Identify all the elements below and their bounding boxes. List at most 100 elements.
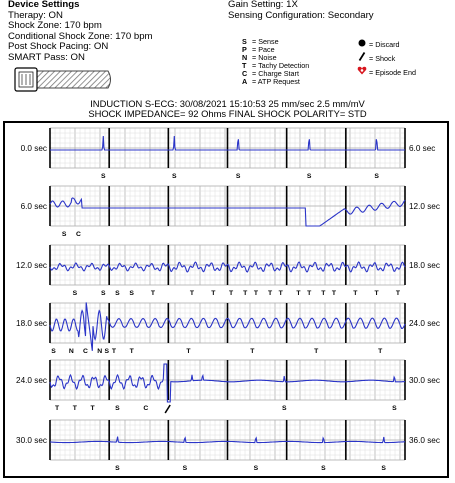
strip-start-time: 6.0 sec [21,202,47,211]
strip-start-time: 30.0 sec [16,436,47,445]
event-marker: T [250,348,255,355]
event-marker: T [243,290,248,297]
event-marker: T [190,290,195,297]
event-marker: T [353,290,358,297]
event-marker: T [321,290,326,297]
event-marker: S [73,290,78,297]
event-marker: C [76,231,81,238]
event-marker: N [69,348,74,355]
legend-item: = Discard [355,38,416,52]
strip-start-time: 12.0 sec [16,261,47,270]
event-marker: N [97,348,102,355]
strip-grid [49,359,406,401]
legend-item: S = Sense [242,37,279,46]
ecg-strip: 30.0 sec 36.0 sec S S S S S [16,419,440,472]
event-marker: S [321,465,326,472]
shock-icon [164,404,171,414]
strip-start-time: 0.0 sec [21,144,47,153]
event-marker: T [254,290,259,297]
event-marker: C [143,405,148,412]
ecg-strip: 24.0 sec 30.0 sec T T T S C S S [16,359,440,414]
ecg-trace [50,436,406,444]
legend-item: = Episode End [355,66,416,80]
event-marker: S [101,290,106,297]
event-marker: S [51,348,56,355]
shock-icon [355,52,369,66]
episode-end-icon [355,66,369,80]
smart-pass-setting: SMART Pass: ON [8,51,85,63]
strip-grid [49,419,406,461]
strip-grid [49,302,406,344]
strip-end-time: 36.0 sec [409,436,440,445]
sensing-configuration: Sensing Configuration: Secondary [228,9,374,21]
device-settings-title: Device Settings [8,0,80,10]
conditional-shock-zone-setting: Conditional Shock Zone: 170 bpm [8,30,153,42]
strip-end-time: 24.0 sec [409,319,440,328]
event-marker: T [55,405,60,412]
event-marker: T [130,348,135,355]
event-marker: S [307,173,312,180]
gain-setting: Gain Setting: 1X [228,0,298,10]
shock-zone-setting: Shock Zone: 170 bpm [8,20,102,32]
legend-item: P = Pace [242,44,275,54]
ecg-trace [49,197,406,227]
event-marker: S [183,465,188,472]
event-marker: S [115,405,120,412]
legend-item: = Shock [355,52,416,66]
device-settings: Device Settings Therapy: ON Shock Zone: … [8,0,153,64]
event-marker: T [73,405,78,412]
strip-start-time: 18.0 sec [16,319,47,328]
event-marker: S [101,173,106,180]
event-marker: T [268,290,273,297]
strip-grid [49,185,406,227]
strip-end-time: 12.0 sec [409,202,440,211]
event-marker: S [254,465,259,472]
event-marker: T [91,405,96,412]
legend-item: C = Charge Start [242,68,299,78]
event-marker: T [296,290,301,297]
legend-item: T = Tachy Detection [242,60,310,70]
event-marker: T [307,290,312,297]
strip-end-time: 30.0 sec [409,376,440,385]
legend-item: N = Noise [242,52,277,62]
marker-legend: S = Sense P = Pace N = Noise T = Tachy Detec… [242,38,309,85]
ecg-trace [50,135,405,151]
strip-grid [49,127,406,169]
event-marker: S [392,405,397,412]
ecg-strip: 0.0 sec 6.0 sec S S S S S [21,127,435,180]
event-marker: S [105,348,110,355]
event-marker: T [229,290,234,297]
event-marker: T [375,290,380,297]
legend-item: A = ATP Request [242,76,300,86]
event-marker: T [151,290,156,297]
discard-icon [355,38,369,52]
strip-end-time: 18.0 sec [409,261,440,270]
strip-end-time: 6.0 sec [409,144,435,153]
event-marker: S [129,290,134,297]
event-marker: C [83,348,88,355]
event-marker: S [374,173,379,180]
gain-settings: Gain Setting: 1X Sensing Configuration: … [228,0,374,21]
ecg-trace [49,302,406,351]
symbol-legend: = Discard = Shock = Episode End [355,38,416,80]
event-marker: S [282,405,287,412]
event-marker: S [381,465,386,472]
device-icon [14,67,111,92]
event-marker: T [314,348,319,355]
event-marker: T [378,348,383,355]
event-marker: S [236,173,241,180]
induction-caption: INDUCTION S-ECG: 30/08/2021 15:10:53 25 … [90,98,365,109]
event-marker: T [211,290,216,297]
shock-impedance-caption: SHOCK IMPEDANCE= 92 Ohms FINAL SHOCK POL… [88,108,367,119]
ecg-trace [49,363,405,403]
ecg-strip: 6.0 sec 12.0 sec S C [21,185,440,238]
event-marker: S [115,465,120,472]
ecg-strips-frame [3,121,449,478]
event-marker: S [172,173,177,180]
strip-start-time: 24.0 sec [16,376,47,385]
event-marker: T [279,290,284,297]
post-shock-pacing-setting: Post Shock Pacing: ON [8,41,109,53]
